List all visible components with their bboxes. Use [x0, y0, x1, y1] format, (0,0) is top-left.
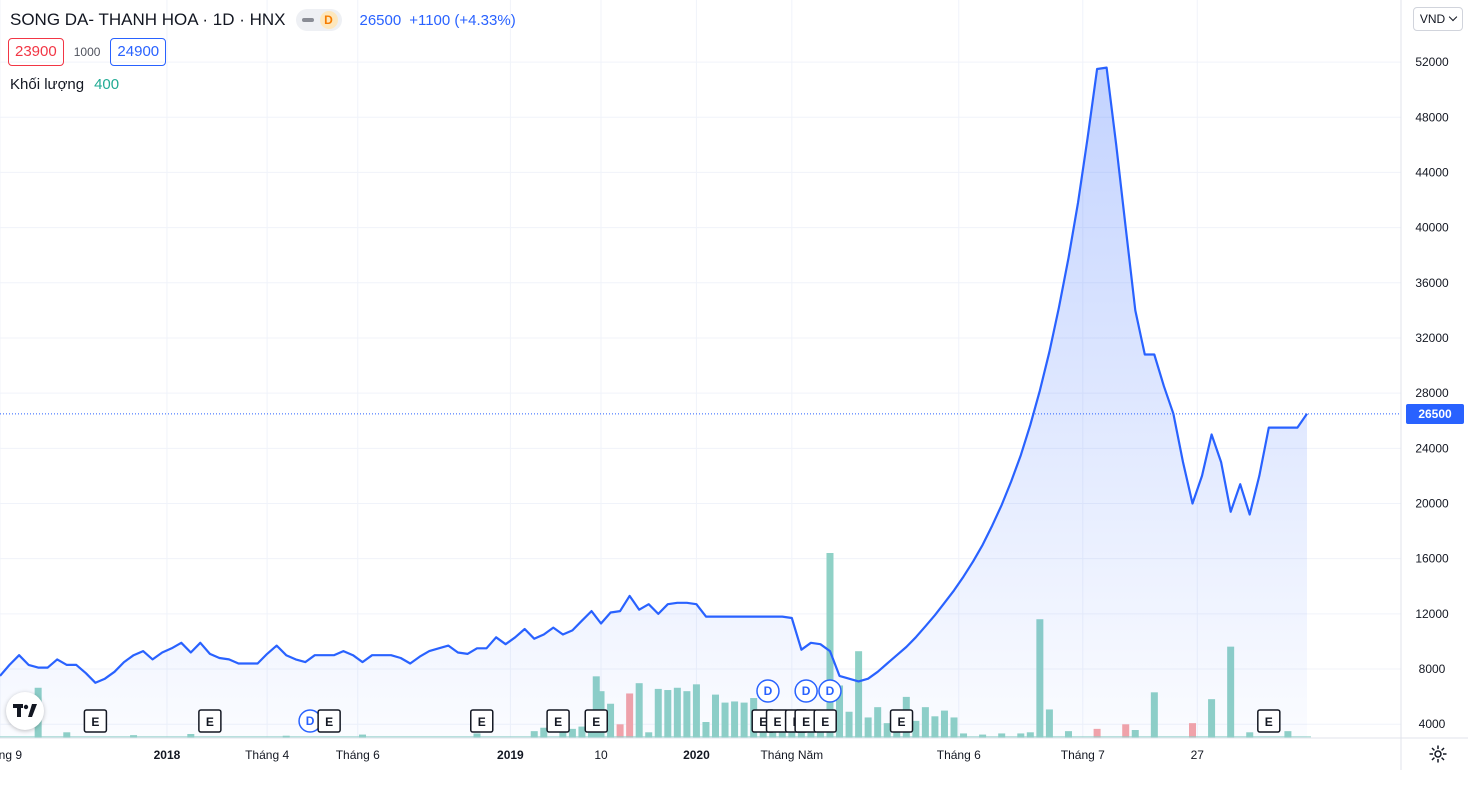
earnings-marker: E	[83, 709, 108, 733]
y-tick-label: 32000	[1415, 331, 1449, 345]
dividend-marker-label: D	[802, 684, 811, 698]
y-tick-label: 24000	[1415, 441, 1449, 455]
currency-button[interactable]: VND	[1413, 7, 1463, 31]
earnings-marker-label: E	[774, 715, 782, 729]
delayed-badge: D	[319, 11, 338, 29]
last-price-tag: 26500	[1406, 403, 1464, 424]
y-tick-label: 48000	[1415, 110, 1449, 124]
earnings-marker-label: E	[898, 715, 906, 729]
x-tick-label: 2018	[154, 748, 181, 762]
y-tick-label: 16000	[1415, 552, 1449, 566]
dividend-marker: D	[794, 679, 818, 703]
symbol-title[interactable]: SONG DA- THANH HOA · 1D · HNX	[10, 10, 286, 29]
market-status-pill[interactable]: D	[295, 9, 342, 31]
bid-ask-row: 23900 1000 24900	[8, 38, 167, 66]
earnings-marker-label: E	[554, 715, 562, 729]
y-tick-label: 44000	[1415, 165, 1449, 179]
status-dash-icon	[301, 18, 314, 22]
event-markers: EEDEEEEEEEEEDDDEE	[83, 679, 1281, 733]
y-tick-label: 52000	[1415, 55, 1449, 69]
price-area	[0, 66, 1401, 739]
volume-label[interactable]: Khối lượng	[10, 76, 85, 93]
x-tick-label: 27	[1191, 748, 1205, 762]
price-line	[0, 66, 1308, 684]
dividend-marker-label: D	[826, 684, 835, 698]
x-tick-label: 2019	[497, 748, 524, 762]
x-tick-label: Tháng 6	[336, 748, 380, 762]
x-tick-label: Tháng 7	[1061, 748, 1105, 762]
earnings-marker-label: E	[206, 715, 214, 729]
earnings-marker-label: E	[325, 715, 333, 729]
chevron-down-icon	[1448, 12, 1458, 22]
x-tick-label: Tháng 6	[937, 748, 981, 762]
y-tick-label: 28000	[1415, 386, 1449, 400]
y-tick-label: 4000	[1419, 717, 1446, 731]
earnings-marker-label: E	[1265, 715, 1273, 729]
earnings-marker-label: E	[802, 715, 810, 729]
earnings-marker: E	[470, 709, 494, 733]
earnings-marker-label: E	[91, 715, 99, 729]
last-price: 26500	[359, 11, 402, 29]
y-tick-label: 36000	[1415, 276, 1449, 290]
volume-value: 400	[94, 76, 120, 93]
earnings-marker: E	[889, 709, 914, 733]
tradingview-logo-icon[interactable]	[6, 692, 44, 730]
y-tick-label: 40000	[1415, 221, 1449, 235]
x-tick-label: Tháng 4	[245, 748, 289, 762]
earnings-marker: E	[1257, 709, 1281, 733]
x-tick-label: 2020	[683, 748, 710, 762]
legend-main-row: SONG DA- THANH HOA · 1D · HNX D 26500 +1…	[10, 9, 516, 31]
earnings-marker-label: E	[592, 715, 600, 729]
earnings-marker: E	[198, 709, 222, 733]
earnings-marker-label: E	[821, 715, 829, 729]
x-tick-label: Tháng 9	[0, 748, 22, 762]
y-tick-label: 12000	[1415, 607, 1449, 621]
dividend-marker-label: D	[764, 684, 773, 698]
spread-value: 1000	[73, 45, 101, 59]
bid-price[interactable]: 23900	[8, 38, 64, 66]
earnings-marker-label: E	[759, 715, 767, 729]
price-area-fill	[0, 67, 1307, 739]
dividend-marker: D	[818, 679, 842, 703]
earnings-marker-label: E	[478, 715, 486, 729]
dividend-marker: D	[756, 679, 780, 703]
x-tick-label: 10	[594, 748, 608, 762]
axes: 4000 8000 12000 16000 20000 24000 28000 32000 36…	[0, 0, 1468, 770]
ask-price[interactable]: 24900	[110, 38, 167, 66]
dividend-marker-label: D	[306, 714, 315, 728]
price-change: +1100 (+4.33%)	[409, 11, 516, 29]
earnings-marker: E	[584, 709, 608, 733]
x-tick-label: Tháng Năm	[760, 748, 823, 762]
earnings-marker: E	[546, 709, 570, 733]
y-tick-label: 20000	[1415, 496, 1449, 510]
earnings-marker: E	[317, 709, 341, 733]
volume-bar	[826, 553, 834, 738]
gear-icon[interactable]	[1428, 744, 1448, 764]
y-tick-label: 8000	[1419, 662, 1446, 676]
volume-legend-row: Khối lượng 400	[10, 76, 119, 93]
earnings-marker: E	[813, 709, 837, 733]
currency-label: VND	[1419, 12, 1446, 26]
